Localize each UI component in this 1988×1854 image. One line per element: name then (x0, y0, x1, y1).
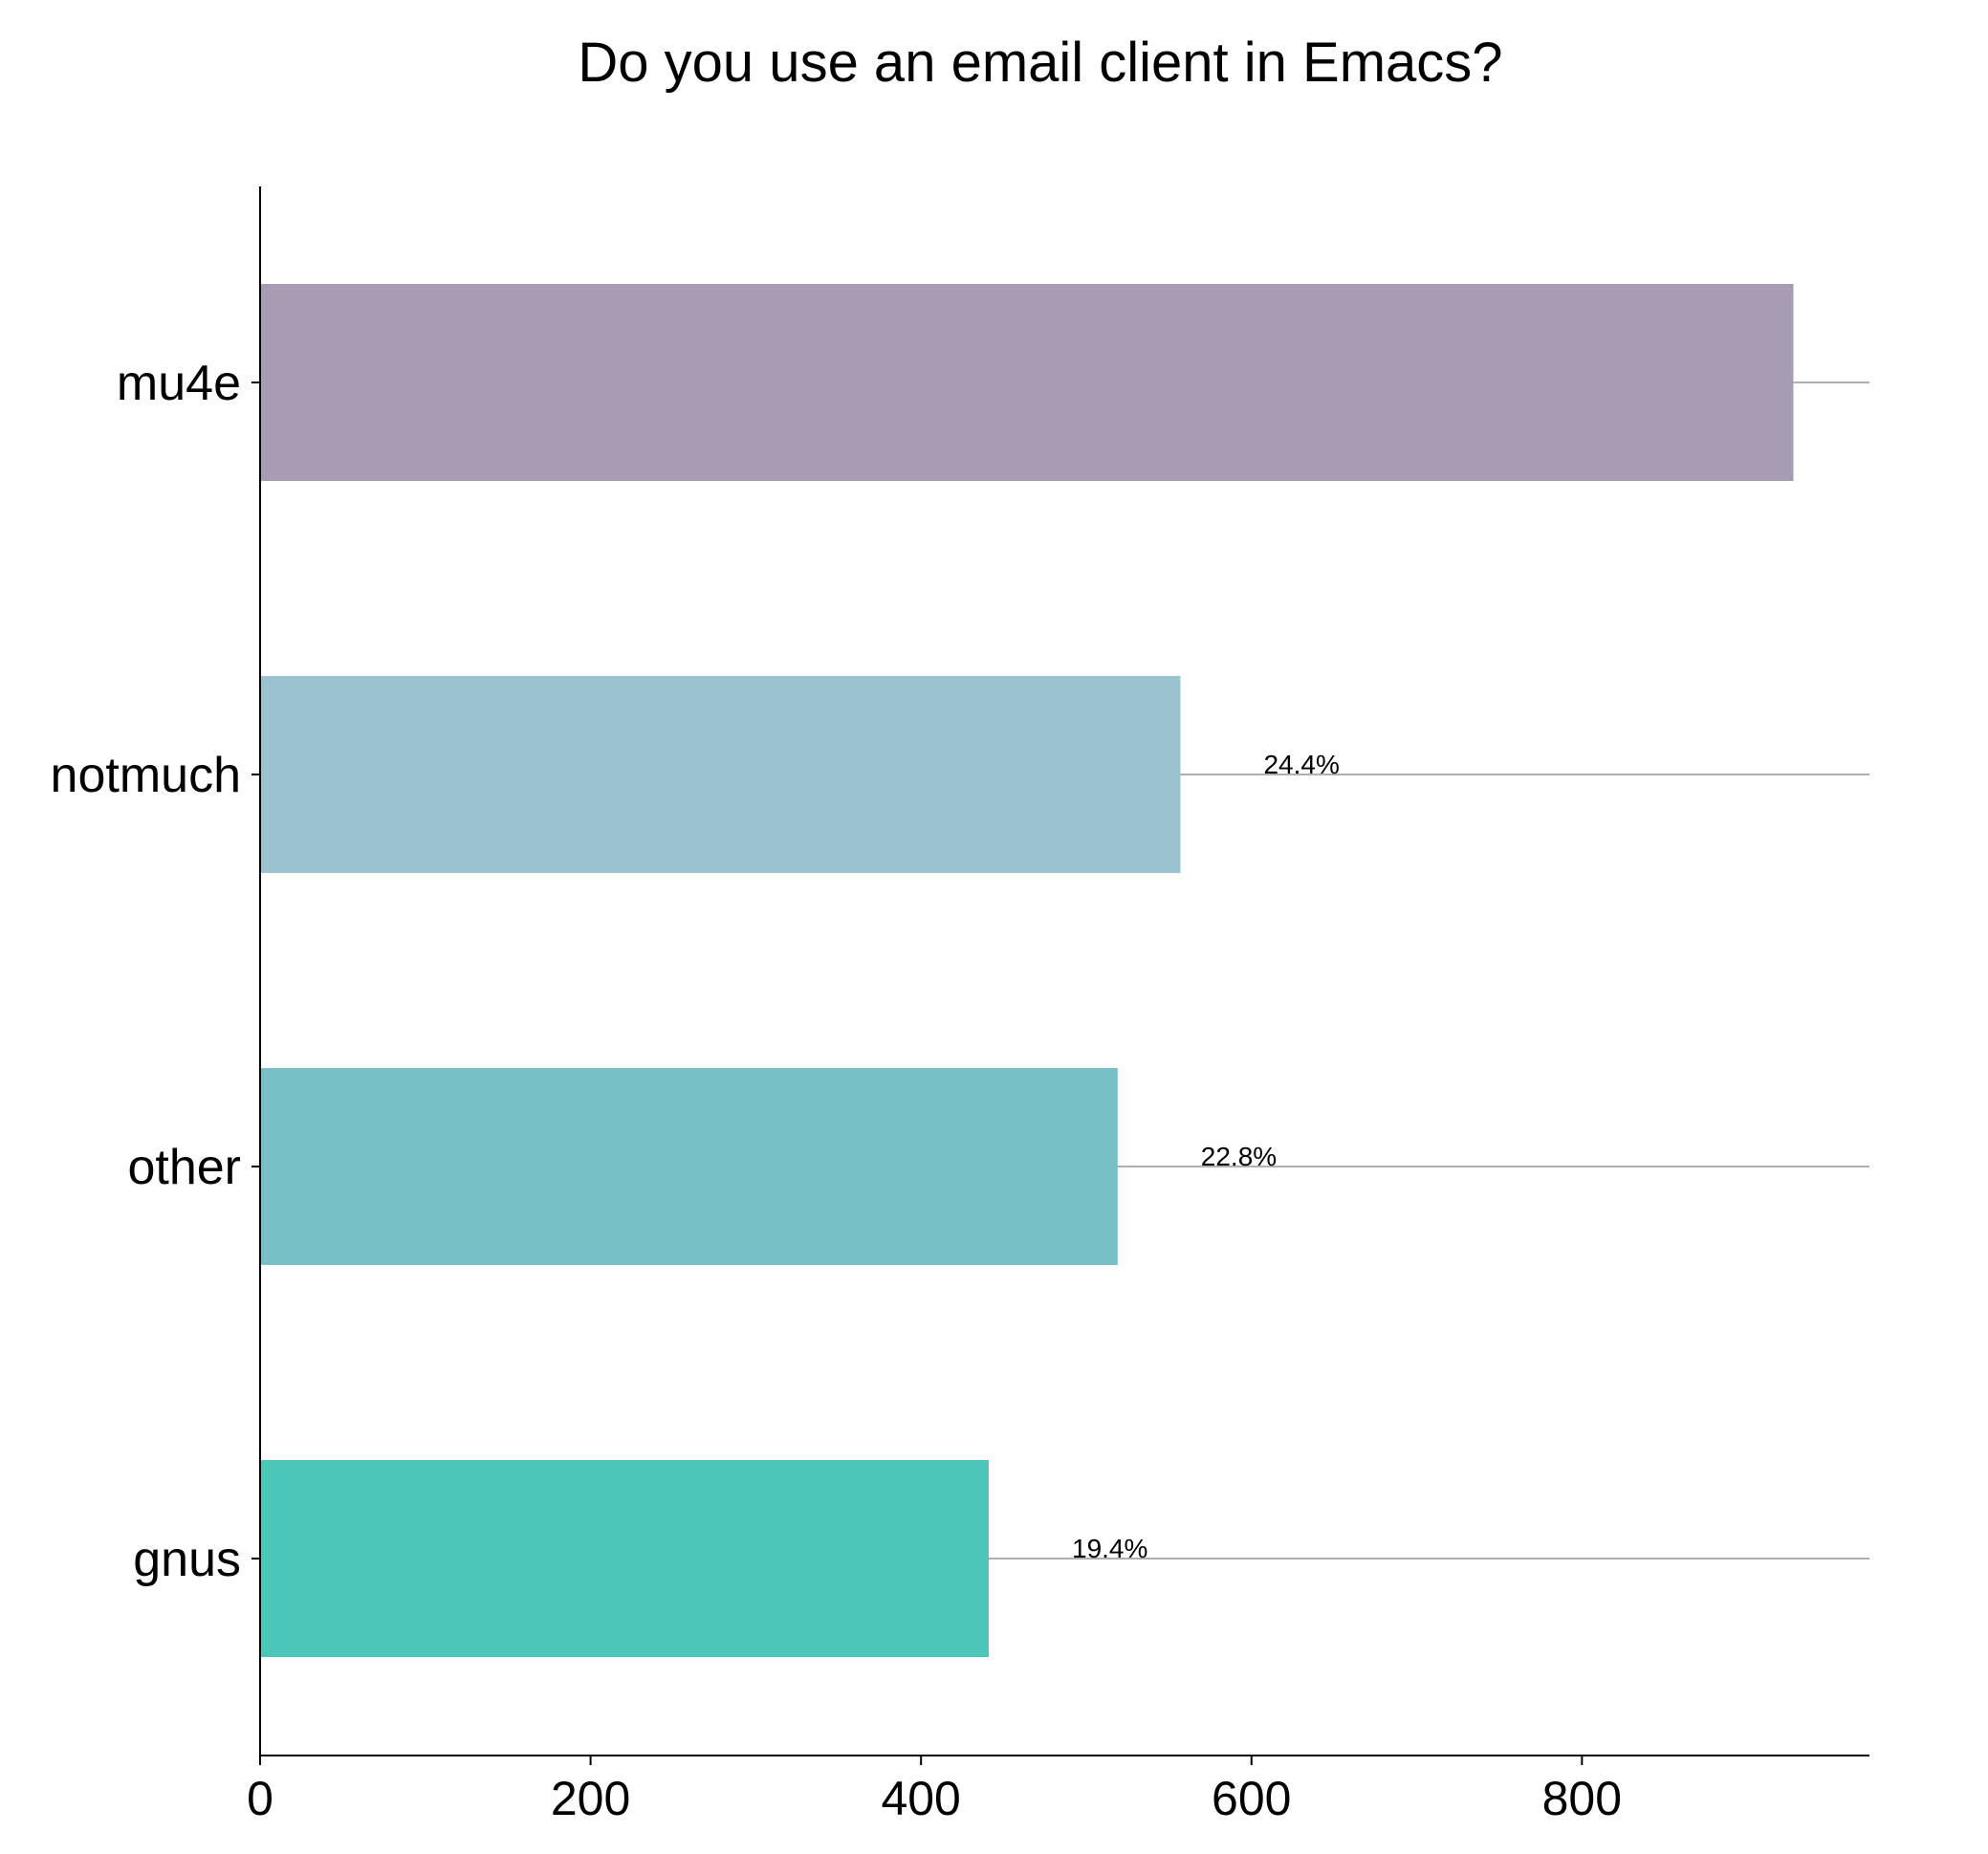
bar-other (260, 1068, 1118, 1265)
y-tick-label-mu4e: mu4e (117, 356, 241, 411)
x-tick-label-200: 200 (551, 1772, 630, 1825)
axes: mu4e notmuch other gnus 0 200 400 600 800 (51, 186, 1869, 1825)
data-label-gnus: 19.4% (1072, 1534, 1147, 1563)
y-tick-label-gnus: gnus (133, 1532, 241, 1587)
bar-mu4e (260, 284, 1794, 481)
x-tick-label-800: 800 (1542, 1772, 1622, 1825)
y-tick-label-notmuch: notmuch (51, 748, 241, 803)
chart-title: Do you use an email client in Emacs? (578, 32, 1502, 94)
bar-gnus (260, 1460, 990, 1657)
data-label-other: 22.8% (1201, 1142, 1277, 1171)
x-tick-label-0: 0 (247, 1772, 273, 1825)
bar-notmuch (260, 676, 1181, 873)
bars (260, 284, 1794, 1657)
data-labels: 24.4% 22.8% 19.4% (1072, 750, 1340, 1563)
y-tick-label-other: other (127, 1140, 241, 1195)
gridlines (260, 382, 1869, 1560)
x-tick-label-400: 400 (881, 1772, 960, 1825)
data-label-notmuch: 24.4% (1263, 750, 1339, 779)
x-tick-label-600: 600 (1212, 1772, 1291, 1825)
